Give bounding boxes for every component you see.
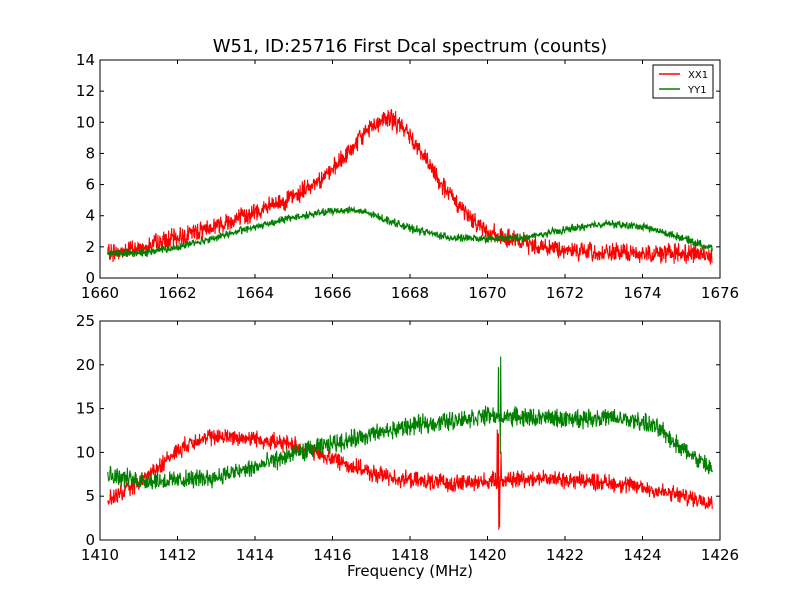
x-tick-label: 1670 — [468, 284, 506, 302]
y-tick-label: 5 — [85, 487, 95, 505]
x-tick-label: 1410 — [81, 546, 119, 564]
x-tick-label: 1412 — [158, 546, 196, 564]
x-tick-label: 1668 — [391, 284, 429, 302]
bottom-chart-x-axis-label: Frequency (MHz) — [347, 562, 473, 580]
x-tick-label: 1426 — [701, 546, 739, 564]
y-tick-label: 15 — [76, 400, 95, 418]
y-tick-label: 25 — [76, 312, 95, 330]
y-tick-label: 14 — [76, 51, 95, 69]
y-tick-label: 2 — [85, 238, 95, 256]
y-tick-label: 0 — [85, 531, 95, 549]
legend-label-xx1: XX1 — [688, 70, 708, 81]
x-tick-label: 1660 — [81, 284, 119, 302]
x-tick-label: 1420 — [468, 546, 506, 564]
x-tick-label: 1662 — [158, 284, 196, 302]
x-tick-label: 1416 — [313, 546, 351, 564]
x-tick-label: 1666 — [313, 284, 351, 302]
bottom-chart-series — [107, 356, 713, 530]
top-chart-ticks: 1660 1662 1664 1666 1668 1670 1672 1674 1676 0 2 4 6… — [76, 51, 739, 302]
x-tick-label: 1414 — [236, 546, 274, 564]
series-line-xx1 — [107, 108, 713, 265]
top-chart-legend: XX1 YY1 — [652, 64, 714, 99]
series-line-1-1 — [107, 356, 713, 490]
top-chart-title: W51, ID:25716 First Dcal spectrum (count… — [213, 36, 608, 57]
top-chart-series — [107, 108, 713, 265]
bottom-chart: 1410 1412 1414 1416 1418 1420 1422 1424 1426 0 5 10… — [76, 312, 739, 580]
series-line-yy1 — [107, 205, 713, 258]
x-tick-label: 1676 — [701, 284, 739, 302]
series-line-1-0 — [107, 428, 713, 530]
x-tick-label: 1664 — [236, 284, 274, 302]
bottom-chart-ticks: 1410 1412 1414 1416 1418 1420 1422 1424 1426 0 5 10… — [76, 312, 739, 564]
y-tick-label: 4 — [85, 207, 95, 225]
y-tick-label: 20 — [76, 356, 95, 374]
legend-label-yy1: YY1 — [687, 85, 707, 96]
legend-box — [652, 64, 714, 99]
x-tick-label: 1672 — [546, 284, 584, 302]
y-tick-label: 10 — [76, 113, 95, 131]
x-tick-label: 1418 — [391, 546, 429, 564]
y-tick-label: 8 — [85, 144, 95, 162]
y-tick-label: 0 — [85, 269, 95, 287]
x-tick-label: 1674 — [623, 284, 661, 302]
y-tick-label: 12 — [76, 82, 95, 100]
y-tick-label: 6 — [85, 176, 95, 194]
top-chart: W51, ID:25716 First Dcal spectrum (count… — [76, 36, 739, 302]
x-tick-label: 1424 — [623, 546, 661, 564]
y-tick-label: 10 — [76, 443, 95, 461]
x-tick-label: 1422 — [546, 546, 584, 564]
